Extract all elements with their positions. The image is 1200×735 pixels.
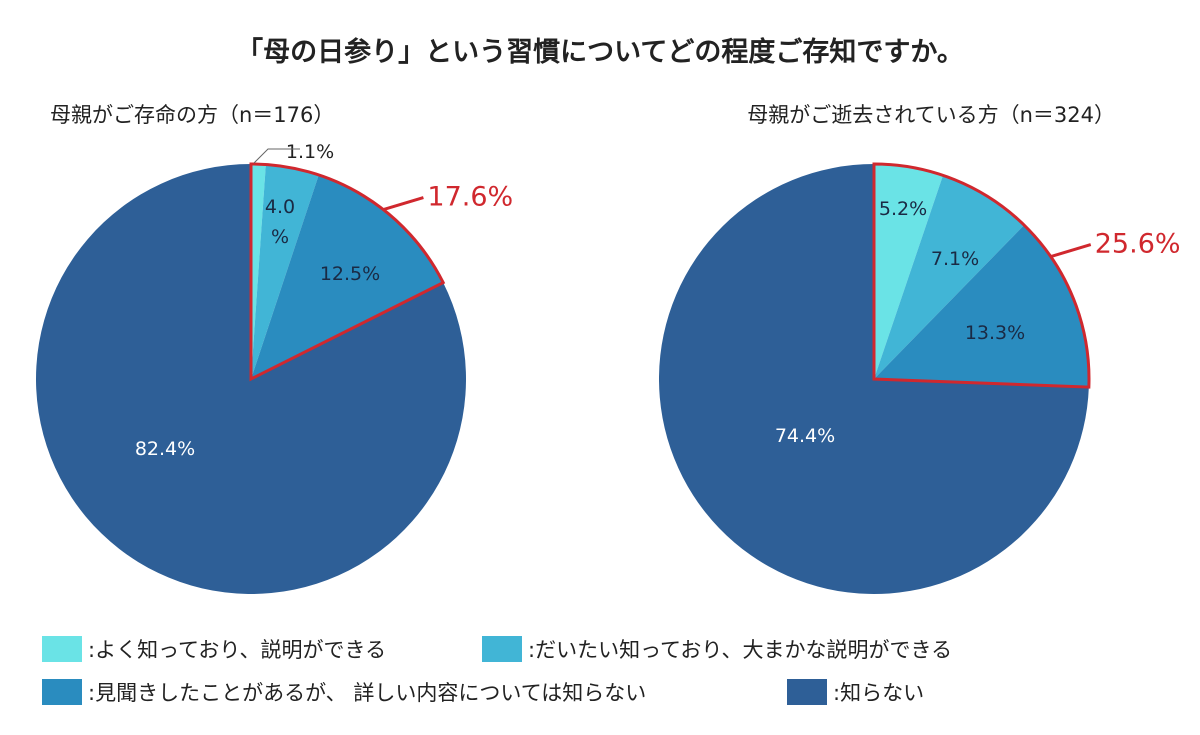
pie-slice xyxy=(251,174,444,379)
pie-slice xyxy=(251,164,319,379)
leader-line xyxy=(253,148,300,164)
slice-label: 4.0 xyxy=(265,196,295,218)
pie-slice xyxy=(874,175,1025,379)
highlight-leader xyxy=(1050,243,1092,259)
highlight-label: 25.6% xyxy=(1095,229,1181,260)
slice-label: % xyxy=(271,226,289,248)
slice-label: 12.5% xyxy=(320,263,380,285)
legend-label: :見聞きしたことがあるが、 詳しい内容については知らない xyxy=(88,681,647,705)
legend-swatch xyxy=(42,636,82,662)
legend-swatch xyxy=(482,636,522,662)
chart-title: 「母の日参り」という習慣についてどの程度ご存知ですか。 xyxy=(236,37,964,68)
pie-subtitle: 母親がご逝去されている方（n＝324） xyxy=(747,103,1115,127)
legend-swatch xyxy=(42,679,82,705)
pie-slice xyxy=(251,164,266,379)
highlight-leader xyxy=(382,196,424,212)
pie-slice xyxy=(874,225,1090,388)
slice-label: 1.1% xyxy=(286,141,334,163)
legend-item-1: :よく知っており、説明ができる xyxy=(42,634,386,664)
legend-label: :だいたい知っており、大まかな説明ができる xyxy=(528,638,953,662)
slice-label: 13.3% xyxy=(965,322,1025,344)
highlight-outline xyxy=(249,162,446,382)
pie-subtitle: 母親がご存命の方（n＝176） xyxy=(50,103,334,127)
slice-label: 82.4% xyxy=(135,438,195,460)
legend-item-4: :知らない xyxy=(787,677,924,707)
highlight-label: 17.6% xyxy=(427,182,513,213)
legend-item-3: :見聞きしたことがあるが、 詳しい内容については知らない xyxy=(42,677,646,707)
legend-swatch xyxy=(787,679,827,705)
legend-label: :知らない xyxy=(833,681,925,705)
slice-label: 5.2% xyxy=(879,198,927,220)
legend-item-2: :だいたい知っており、大まかな説明ができる xyxy=(482,634,952,664)
slice-label: 7.1% xyxy=(931,248,979,270)
legend-label: :よく知っており、説明ができる xyxy=(88,638,387,662)
pie-slice xyxy=(874,164,944,379)
slice-label: 74.4% xyxy=(775,425,835,447)
highlight-outline xyxy=(872,162,1091,389)
